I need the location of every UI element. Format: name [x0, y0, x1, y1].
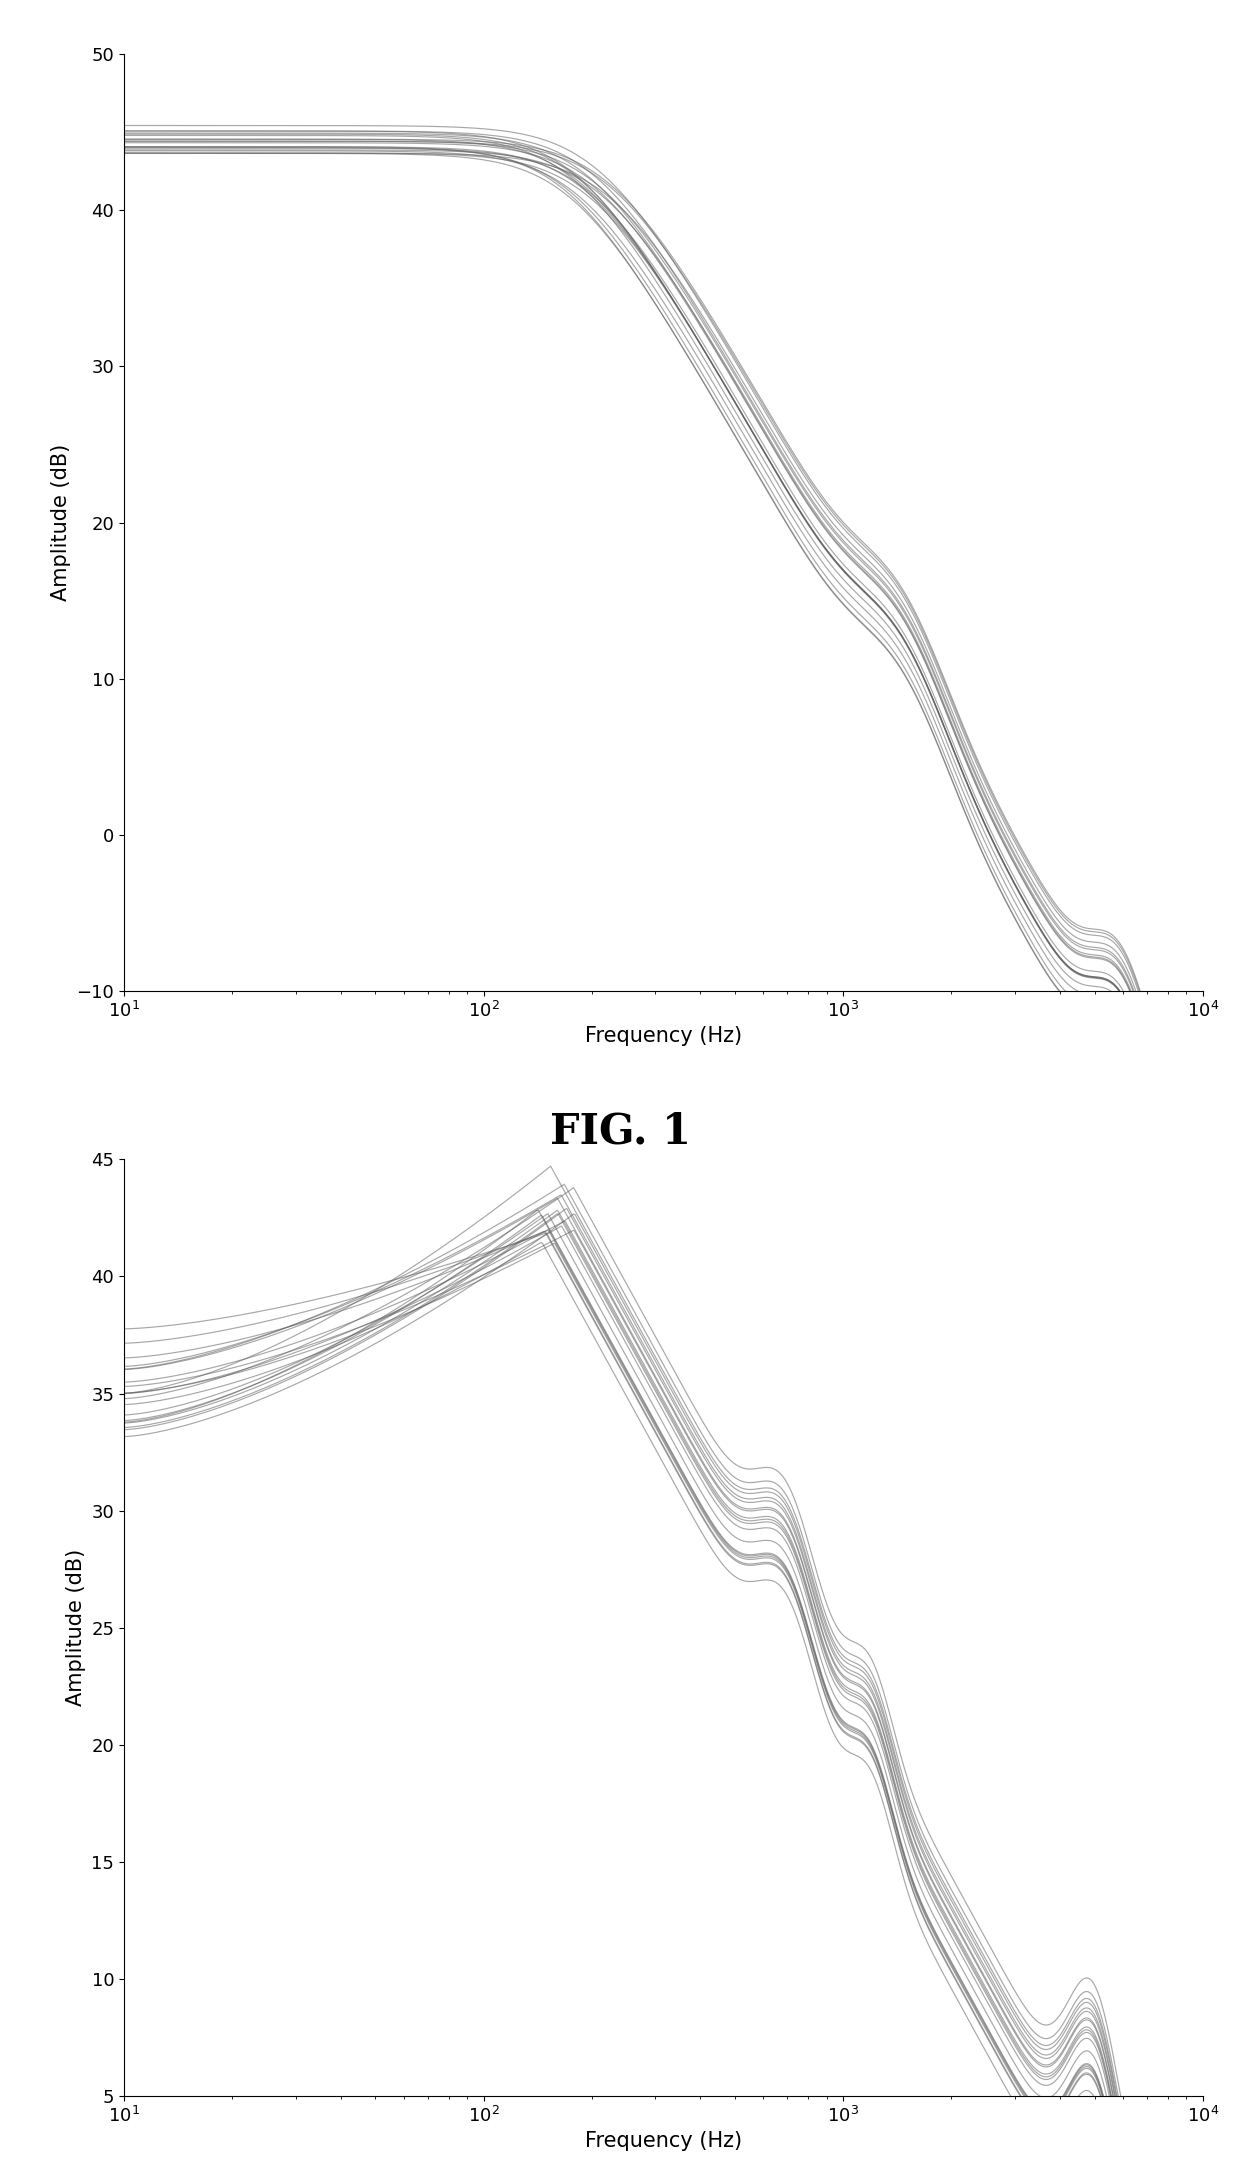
Text: FIG. 1: FIG. 1 [549, 1110, 691, 1153]
Y-axis label: Amplitude (dB): Amplitude (dB) [51, 443, 71, 602]
X-axis label: Frequency (Hz): Frequency (Hz) [585, 2131, 742, 2150]
Y-axis label: Amplitude (dB): Amplitude (dB) [66, 1549, 86, 1707]
X-axis label: Frequency (Hz): Frequency (Hz) [585, 1025, 742, 1047]
